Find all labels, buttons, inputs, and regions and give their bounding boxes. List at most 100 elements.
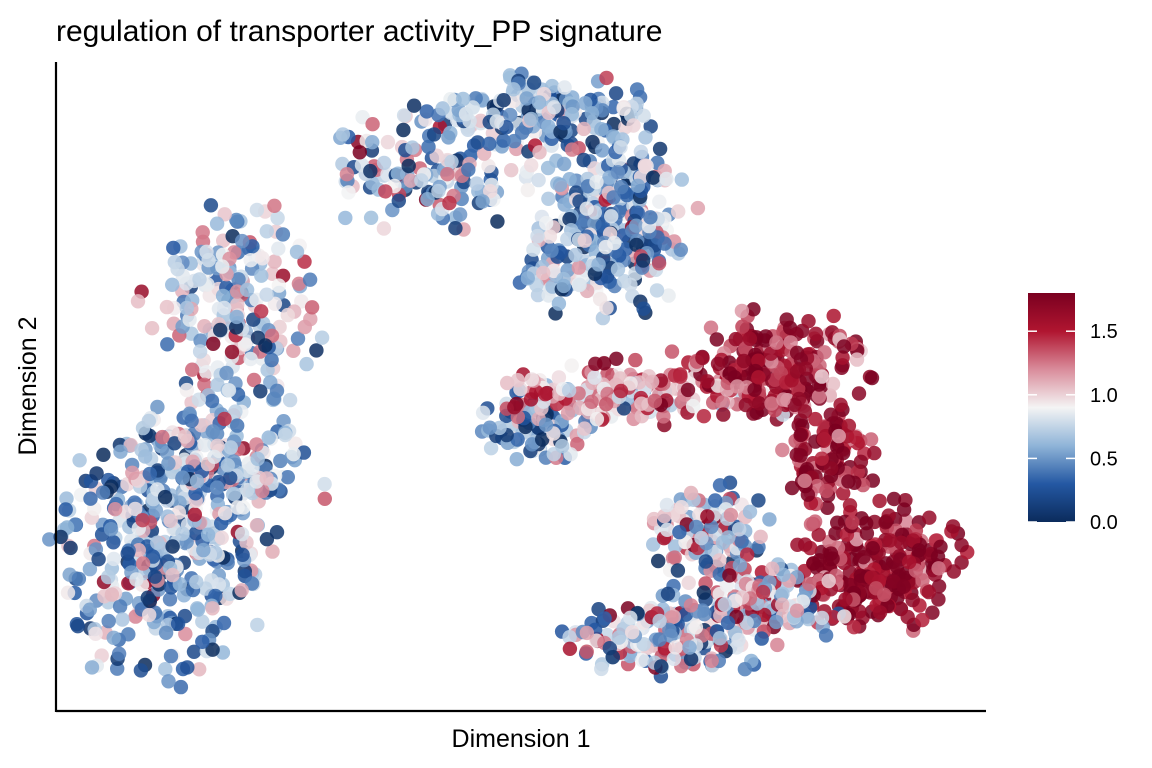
scatter-point bbox=[896, 579, 911, 594]
scatter-point bbox=[170, 616, 186, 631]
scatter-point bbox=[121, 627, 136, 642]
scatter-point bbox=[690, 200, 706, 216]
scatter-point bbox=[141, 413, 156, 429]
scatter-point bbox=[96, 447, 111, 462]
scatter-point bbox=[365, 117, 380, 132]
scatter-point bbox=[616, 101, 631, 117]
scatter-point bbox=[309, 343, 324, 358]
scatter-point bbox=[688, 519, 704, 535]
scatter-point bbox=[217, 411, 232, 427]
scatter-point bbox=[240, 482, 255, 498]
scatter-point bbox=[704, 653, 719, 668]
scatter-point bbox=[286, 343, 301, 358]
scatter-point bbox=[742, 504, 758, 519]
scatter-point bbox=[155, 429, 170, 445]
scatter-point bbox=[572, 277, 587, 293]
scatter-point bbox=[166, 240, 181, 256]
scatter-point bbox=[420, 192, 435, 207]
scatter-point bbox=[130, 294, 146, 309]
scatter-point bbox=[802, 576, 817, 591]
scatter-point bbox=[753, 529, 768, 544]
colorbar-tick-label: 1.5 bbox=[1090, 321, 1118, 343]
scatter-point bbox=[431, 183, 446, 199]
scatter-point bbox=[452, 207, 468, 222]
scatter-point bbox=[363, 163, 378, 179]
colorbar-tick-label: 0.0 bbox=[1090, 512, 1118, 534]
scatter-point bbox=[234, 233, 250, 249]
scatter-point bbox=[736, 353, 751, 369]
scatter-point bbox=[254, 268, 269, 283]
scatter-point bbox=[125, 465, 140, 480]
scatter-point bbox=[556, 278, 571, 294]
scatter-point bbox=[659, 497, 675, 513]
scatter-point bbox=[606, 190, 621, 205]
scatter-point bbox=[338, 210, 353, 226]
scatter-point bbox=[396, 122, 411, 138]
scatter-point bbox=[406, 98, 422, 113]
scatter-point bbox=[584, 394, 599, 409]
scatter-point bbox=[280, 307, 295, 323]
scatter-point bbox=[872, 605, 888, 620]
scatter-point bbox=[165, 277, 180, 292]
scatter-point bbox=[849, 352, 865, 367]
scatter-point bbox=[683, 598, 699, 613]
scatter-point bbox=[267, 296, 283, 311]
scatter-point bbox=[376, 155, 392, 171]
scatter-point bbox=[886, 491, 902, 507]
scatter-point bbox=[801, 314, 816, 329]
scatter-point bbox=[142, 466, 157, 482]
scatter-point bbox=[728, 331, 743, 347]
scatter-point bbox=[223, 470, 238, 486]
scatter-point bbox=[269, 525, 285, 540]
scatter-point bbox=[203, 198, 219, 213]
scatter-point bbox=[104, 587, 120, 602]
scatter-point bbox=[299, 356, 314, 372]
scatter-point bbox=[712, 478, 728, 493]
scatter-point bbox=[317, 476, 332, 492]
scatter-point bbox=[954, 538, 969, 553]
scatter-point bbox=[201, 252, 216, 268]
scatter-point bbox=[629, 237, 644, 253]
scatter-point bbox=[905, 592, 920, 608]
scatter-point bbox=[482, 420, 497, 435]
scatter-point bbox=[205, 601, 220, 616]
scatter-point bbox=[209, 480, 225, 495]
scatter-point bbox=[440, 167, 455, 182]
scatter-point bbox=[819, 483, 834, 499]
scatter-point bbox=[266, 391, 282, 406]
scatter-point bbox=[708, 493, 723, 508]
scatter-point bbox=[167, 436, 182, 451]
scatter-point bbox=[509, 452, 524, 467]
scatter-point bbox=[722, 568, 737, 583]
scatter-point bbox=[541, 119, 556, 134]
scatter-point bbox=[195, 634, 210, 649]
scatter-point bbox=[482, 136, 497, 151]
scatter-point bbox=[271, 241, 286, 256]
scatter-point bbox=[577, 421, 592, 436]
scatter-point bbox=[667, 550, 682, 565]
scatter-point bbox=[507, 400, 522, 415]
scatter-point bbox=[680, 382, 696, 398]
scatter-point bbox=[721, 530, 736, 545]
scatter-point bbox=[221, 383, 237, 398]
scatter-point bbox=[720, 615, 736, 630]
scatter-point bbox=[401, 158, 416, 174]
scatter-point bbox=[576, 121, 591, 137]
scatter-point bbox=[267, 254, 282, 269]
scatter-point bbox=[524, 158, 539, 173]
scatter-point bbox=[738, 397, 753, 413]
scatter-point bbox=[614, 179, 629, 195]
scatter-point bbox=[255, 251, 270, 266]
scatter-point bbox=[376, 221, 392, 236]
scatter-point bbox=[234, 526, 250, 542]
scatter-point bbox=[259, 471, 274, 486]
scatter-point bbox=[751, 493, 766, 508]
scatter-point bbox=[696, 585, 711, 600]
scatter-point bbox=[89, 466, 104, 481]
scatter-point bbox=[946, 564, 961, 579]
scatter-point bbox=[365, 135, 380, 150]
scatter-point bbox=[249, 202, 265, 218]
scatter-point bbox=[930, 549, 946, 564]
scatter-point bbox=[833, 397, 848, 412]
scatter-point bbox=[259, 224, 274, 239]
